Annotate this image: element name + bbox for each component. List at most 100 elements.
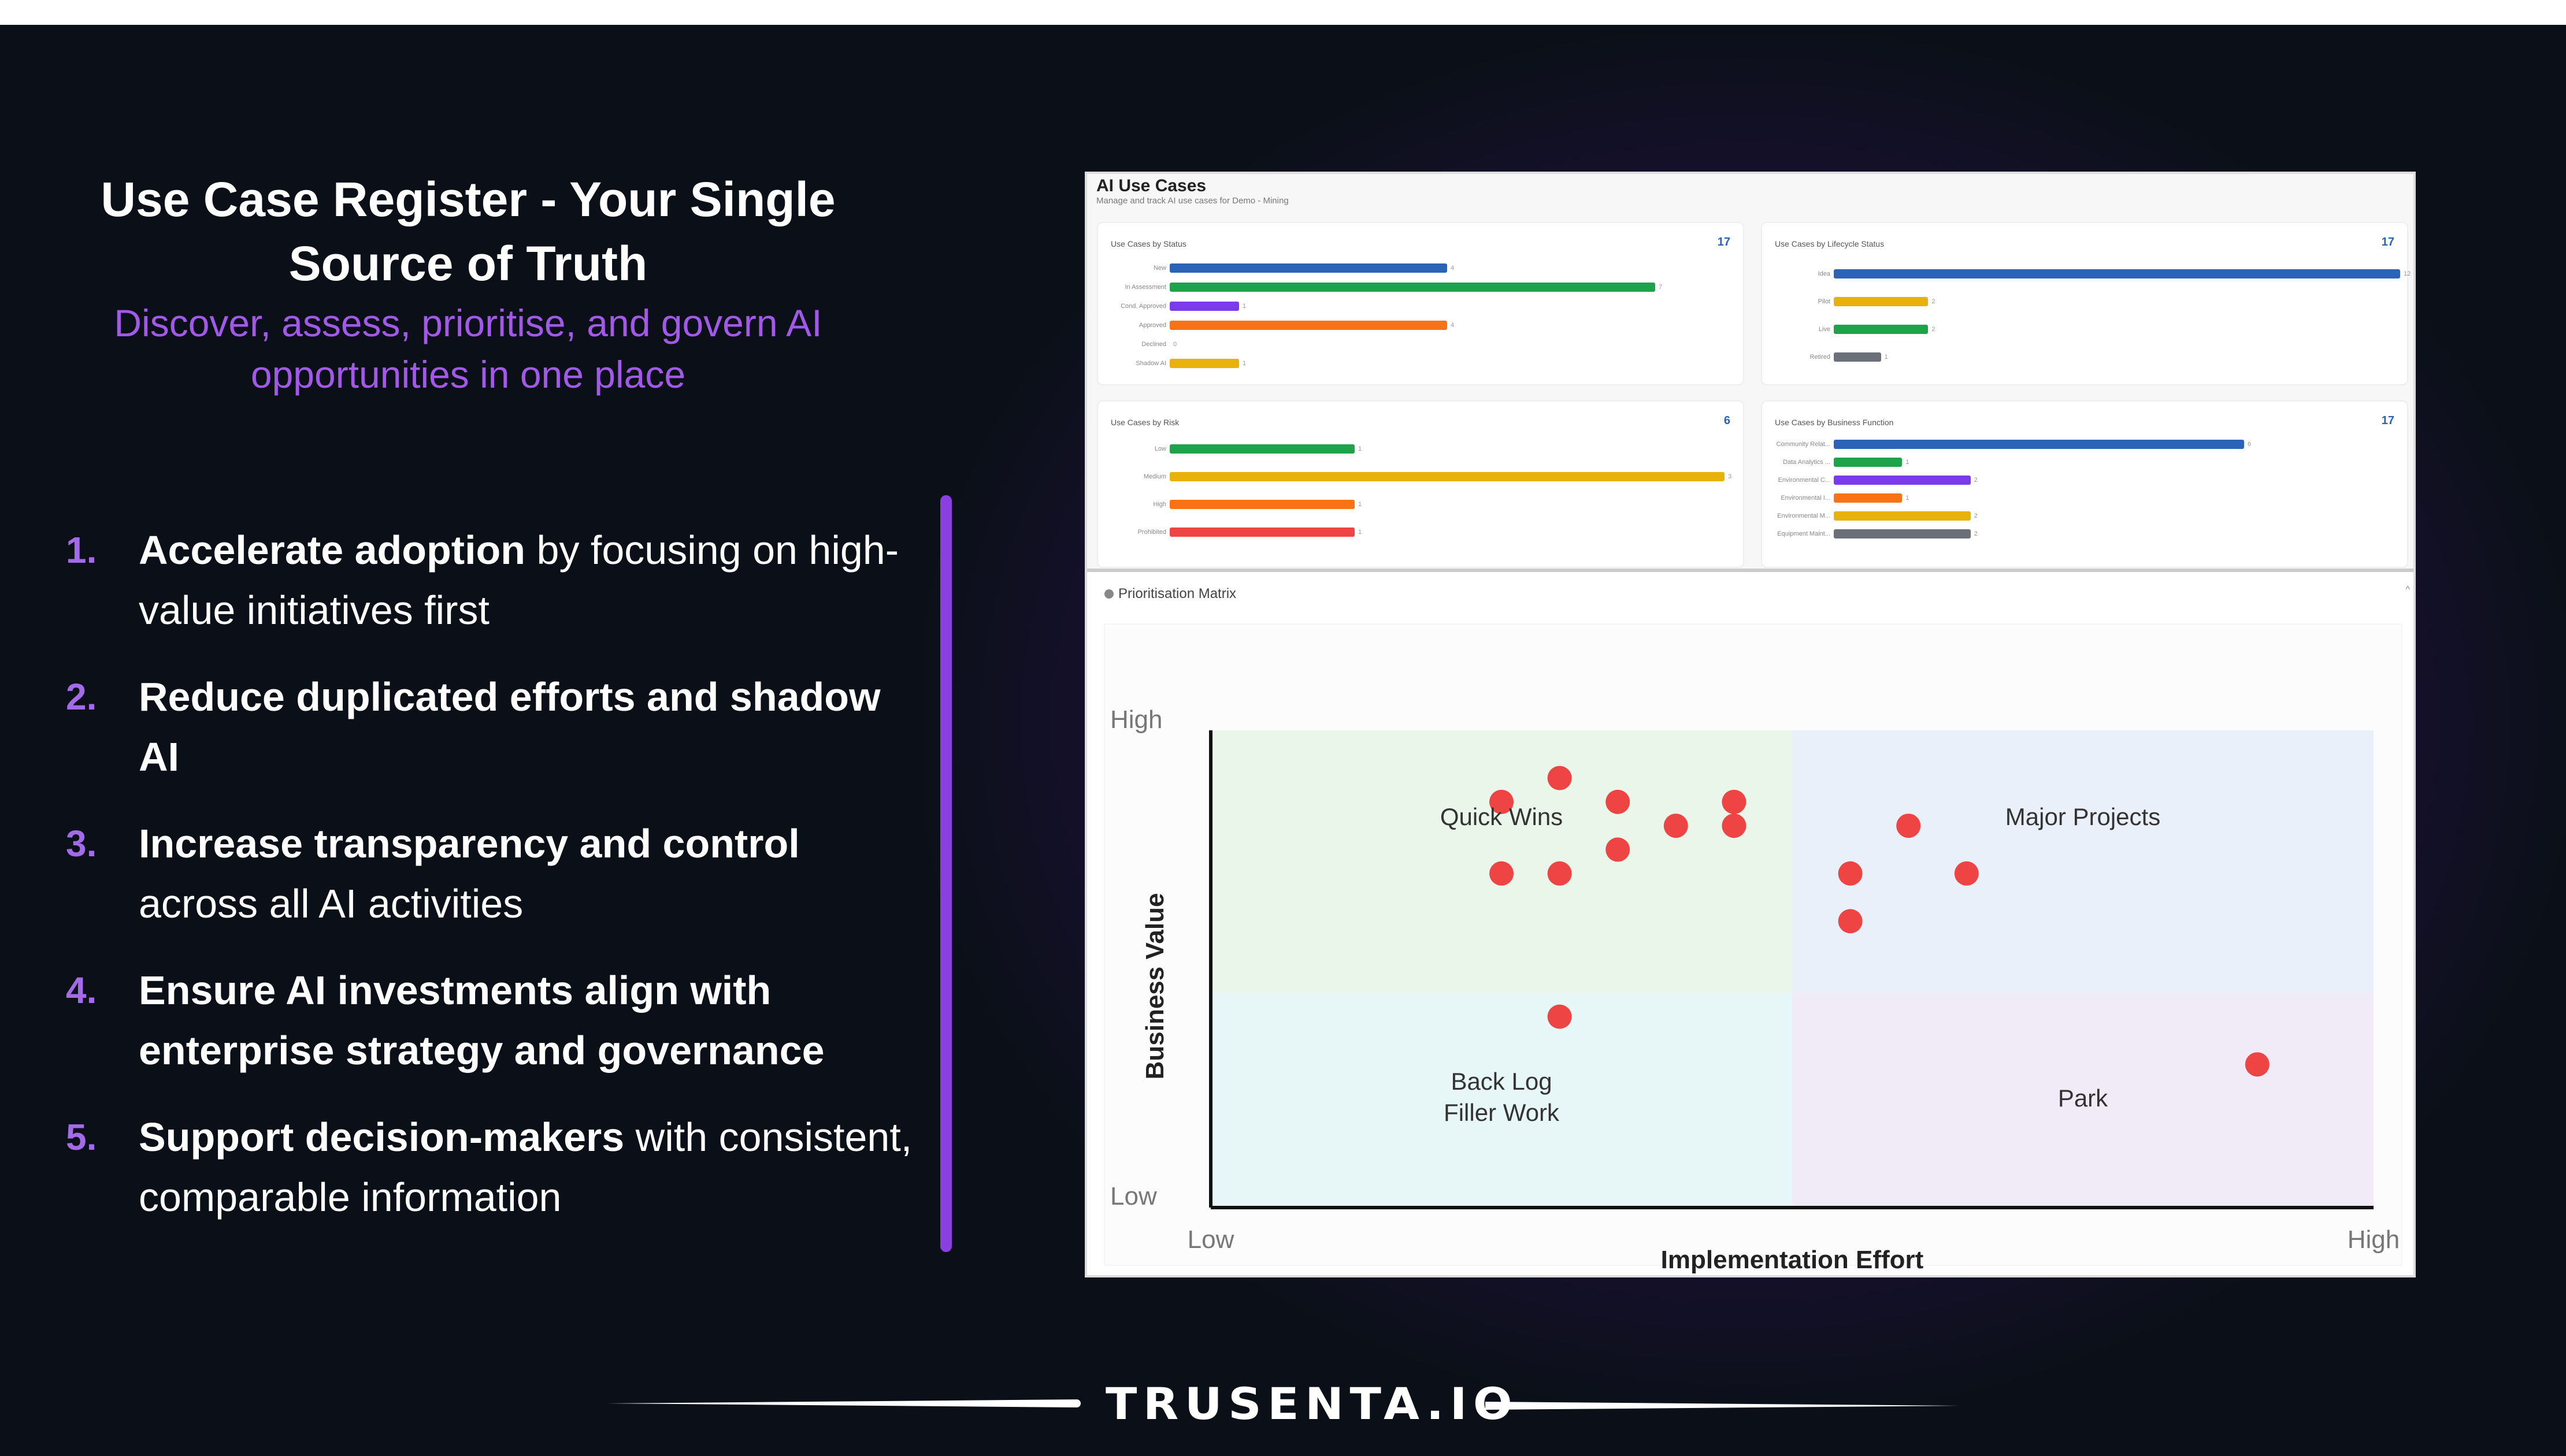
bar-label: Low (1154, 445, 1166, 452)
bar (1834, 493, 1903, 503)
bar-row: In Assessment 7 (1098, 283, 1743, 292)
bar-label: Environmental M... (1777, 512, 1830, 519)
bar (1170, 528, 1355, 537)
quadrant-label-backlog: Back Log (1451, 1068, 1552, 1095)
bar-label: Data Analytics ... (1783, 459, 1830, 466)
bar-label: High (1153, 501, 1166, 508)
bar-row: New 4 (1098, 263, 1743, 273)
bar-label: In Assessment (1125, 284, 1166, 291)
bar-row: Prohibited 1 (1098, 528, 1743, 537)
matrix-title: Prioritisation Matrix (1118, 586, 1237, 601)
quadrant-park (1792, 993, 2374, 1208)
benefits-list: 1. Accelerate adoption by focusing on hig… (58, 520, 913, 1254)
bar (1170, 444, 1355, 454)
bar (1170, 283, 1655, 292)
card-total: 17 (2381, 414, 2394, 427)
bar (1834, 440, 2244, 449)
y-tick-low: Low (1110, 1182, 1157, 1210)
card-title: Use Cases by Status (1111, 239, 1186, 248)
bar (1834, 352, 1881, 362)
bar-label: Community Relat... (1776, 441, 1830, 448)
bar-value: 2 (1974, 477, 1978, 484)
bar-row: High 1 (1098, 500, 1743, 509)
item-text: with consistent, comparable information (139, 1115, 913, 1220)
data-point (1722, 814, 1746, 838)
bar (1834, 511, 1971, 521)
data-point (1547, 1004, 1572, 1029)
bar-label: Environmental C... (1778, 477, 1830, 484)
list-item: 5. Support decision-makers with consisten… (58, 1107, 913, 1227)
bar-label: Prohibited (1137, 529, 1166, 536)
bar-value: 1 (1358, 501, 1362, 508)
data-point (1954, 861, 1979, 886)
bar-value: 2 (1974, 530, 1978, 537)
trusenta-logo: TRUSENTA.IO (1105, 1378, 1519, 1429)
item-bold: Reduce duplicated efforts and shadow AI (139, 674, 881, 779)
bar-row: Approved 4 (1098, 321, 1743, 330)
quadrant-label-park: Park (2058, 1084, 2108, 1112)
bar (1834, 529, 1971, 538)
bar-row: Data Analytics ... 1 (1762, 458, 2407, 467)
bar-value: 4 (1451, 265, 1455, 272)
list-item: 4. Ensure AI investments align with enter… (58, 960, 913, 1080)
status-chart-card: Use Cases by Status 1 7 New 4 In Assessment… (1097, 222, 1744, 385)
accent-divider (940, 495, 952, 1252)
title-line-2: Source of Truth (288, 236, 648, 291)
bar-value: 1 (1905, 495, 1909, 502)
card-title: Use Cases by Risk (1111, 418, 1180, 427)
item-number: 1. (66, 529, 97, 571)
bar (1170, 321, 1447, 330)
bar-label: Pilot (1818, 298, 1830, 305)
lifecycle-chart-card: Use Cases by Lifecycle Status 17 Idea 12 P… (1761, 222, 2411, 385)
bar-label: Live (1818, 326, 1830, 333)
matrix-header[interactable]: Prioritisation Matrix (1104, 586, 1236, 602)
x-axis-label: Implementation Effort (1661, 1246, 1924, 1274)
item-bold: Increase transparency and control (139, 821, 800, 866)
card-title: Use Cases by Business Function (1775, 418, 1894, 427)
bar-label: Cond. Approved (1121, 303, 1166, 310)
bar-label: Retired (1809, 354, 1830, 361)
title-line-1: Use Case Register - Your Single (101, 172, 836, 226)
subtitle-line-2: opportunities in one place (250, 353, 686, 396)
slide-subtitle: Discover, assess, prioritise, and govern… (35, 298, 902, 400)
bar-row: Shadow AI 1 (1098, 359, 1743, 368)
list-item: 3. Increase transparency and control acro… (58, 814, 913, 934)
item-number: 5. (66, 1116, 97, 1158)
bar-label: New (1153, 265, 1166, 272)
bar-row: Environmental I... 1 (1762, 493, 2407, 503)
card-total: 6 (1723, 414, 1730, 427)
bar (1170, 263, 1447, 273)
bar-row: Idea 12 (1762, 269, 2411, 278)
top-strip (0, 0, 2566, 25)
bar-row: Environmental M... 2 (1762, 511, 2407, 521)
bar (1834, 458, 1903, 467)
data-point (1605, 837, 1630, 862)
bar-value: 4 (1451, 322, 1455, 329)
item-text: by focusing on high-value initiatives fi… (139, 528, 899, 633)
data-point (2245, 1052, 2270, 1077)
bar-value: 1 (1884, 354, 1888, 361)
dashboard-screenshot: AI Use Cases Manage and track AI use cas… (1085, 172, 2416, 1277)
bar-label: Environmental I... (1781, 495, 1830, 502)
business-function-chart-card: Use Cases by Business Function 17 Commun… (1761, 400, 2408, 568)
bar-value: 1 (1243, 303, 1247, 310)
bar-label: Declined (1141, 341, 1166, 348)
bar-value: 7 (1659, 284, 1663, 291)
bar-row: Community Relat... 6 (1762, 440, 2407, 449)
logo-swoosh-left (607, 1399, 1081, 1407)
bar-row: Medium 3 (1098, 472, 1743, 481)
card-total: 17 (2381, 236, 2394, 248)
quadrant-label-major-projects: Major Projects (2005, 803, 2160, 830)
bar-row: Environmental C... 2 (1762, 476, 2407, 485)
subtitle-line-1: Discover, assess, prioritise, and govern… (114, 302, 822, 344)
bar (1170, 500, 1355, 509)
data-point (1547, 861, 1572, 886)
data-point (1489, 789, 1514, 814)
bar-value: 0 (1173, 341, 1177, 348)
bar-row: Retired 1 (1762, 352, 2407, 362)
bar-label: Idea (1818, 270, 1830, 277)
data-point (1722, 789, 1746, 814)
bar-value: 1 (1358, 445, 1362, 452)
bar-value: 6 (2248, 441, 2252, 448)
collapse-chevron-icon[interactable]: ^ (2405, 585, 2410, 595)
